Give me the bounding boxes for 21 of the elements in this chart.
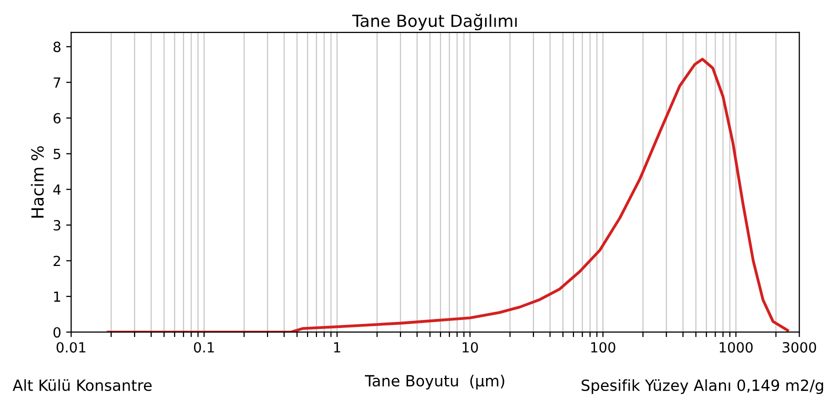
y-axis-title: Hacim % — [30, 146, 44, 218]
y-tick-label: 0 — [54, 327, 60, 338]
x-tick-label: 0.1 — [194, 342, 214, 353]
chart-title: Tane Boyut Dağılımı — [352, 14, 517, 30]
x-axis-title: Tane Boyutu (µm) — [364, 374, 504, 390]
y-tick-label: 8 — [54, 42, 60, 52]
y-tick-label: 7 — [54, 78, 60, 88]
x-tick-label: 0.01 — [56, 342, 86, 353]
x-tick-label: 100 — [591, 342, 616, 353]
y-tick-label: 3 — [54, 220, 60, 231]
text: Alt Külü Konsantre — [12, 379, 152, 392]
x-tick-label: 10 — [462, 342, 478, 353]
y-tick-label: 1 — [54, 292, 60, 302]
y-tick-label: 2 — [54, 256, 60, 266]
x-tick-label: 1 — [334, 342, 340, 352]
y-tick-label: 5 — [54, 148, 60, 160]
x-tick-label: 3000 — [782, 342, 816, 353]
x-tick-label: 1000 — [720, 342, 753, 353]
text: Spesifik Yüzey Alanı 0,149 m2/g — [582, 379, 824, 394]
y-tick-label: 4 — [53, 184, 61, 195]
y-tick-label: 6 — [54, 112, 61, 124]
